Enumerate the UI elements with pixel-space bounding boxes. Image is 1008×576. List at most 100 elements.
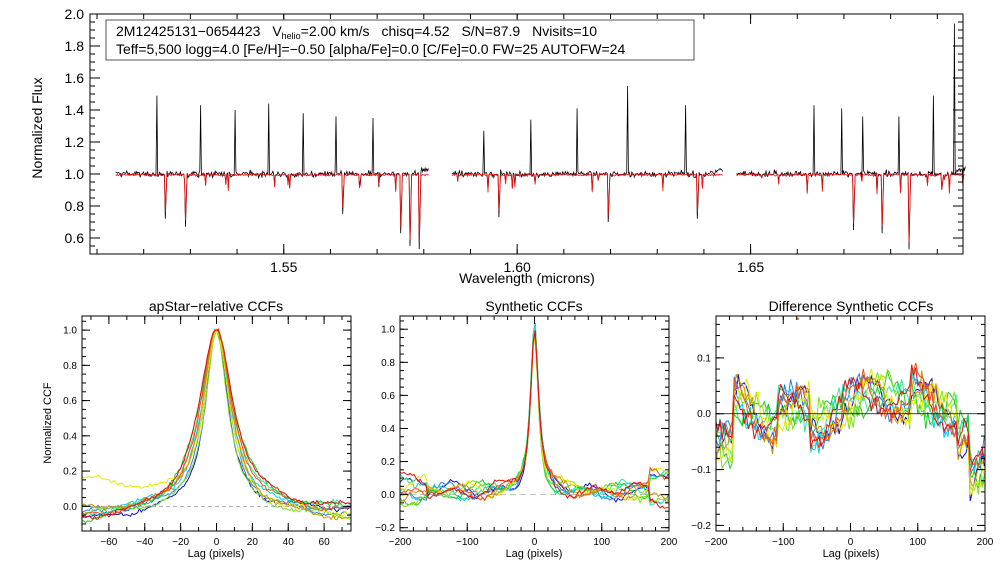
difference-ccf-line	[715, 372, 985, 476]
x-tick-label: 1.65	[737, 259, 764, 275]
y-tick-label: 0.4	[63, 431, 77, 442]
y-tick-label: 0.8	[65, 198, 85, 214]
apstar-ccf-line	[81, 329, 352, 519]
difference-traces	[715, 317, 985, 502]
apstar-x-label: Lag (pixels)	[188, 548, 245, 560]
x-tick-label: −200	[705, 537, 728, 548]
y-tick-label: 0.8	[63, 361, 77, 372]
synthetic-traces	[399, 322, 669, 509]
synthetic-ccf-line	[399, 336, 669, 506]
spectrum-panel: 1.55 1.60 1.65 0.6 0.8 1.0 1.2 1.4 1.6 1.8 2.0 2M1…	[29, 6, 966, 286]
header-line-1: 2M12425131−0654423 Vhelio=2.00 km/s chis…	[116, 23, 597, 41]
difference-ccf-line	[715, 362, 985, 473]
synthetic-spectrum-segment	[451, 173, 723, 216]
spectrum-traces	[115, 23, 966, 250]
apstar-y-label: Normalized CCF	[42, 382, 54, 464]
synthetic-ccf-line	[399, 336, 669, 504]
y-tick-label: 0.0	[63, 502, 77, 513]
x-tick-label: 60	[319, 537, 331, 548]
y-tick-label: 0.6	[65, 230, 85, 246]
synthetic-ccf-panel: Synthetic CCFs −200 −100 0 100 200 −0.2 0.0 0.2…	[375, 298, 678, 560]
y-tick-label: 0.0	[381, 490, 395, 501]
header-box	[105, 19, 695, 61]
chisq-value: chisq=4.52	[381, 23, 449, 39]
synthetic-ccf-line	[399, 330, 669, 509]
x-tick-label: −60	[100, 537, 117, 548]
synthetic-ccf-line	[399, 330, 669, 502]
y-tick-label: 0.0	[697, 409, 711, 420]
header-line-2: Teff=5,500 logg=4.0 [Fe/H]=−0.50 [alpha/…	[116, 41, 625, 57]
y-tick-label: −0.1	[691, 465, 711, 476]
y-tick-label: 0.8	[381, 358, 395, 369]
x-tick-label: 1.60	[504, 259, 531, 275]
y-tick-label: 0.1	[697, 353, 711, 364]
synthetic-frame	[399, 315, 670, 532]
apstar-ccf-line	[81, 329, 352, 520]
x-tick-label: 100	[593, 537, 610, 548]
spectrum-x-label: Wavelength (microns)	[459, 270, 595, 286]
observed-spectrum-segment	[736, 23, 966, 250]
apstar-ccf-line	[81, 329, 352, 517]
spectrum-axis-ticks: 1.55 1.60 1.65 0.6 0.8 1.0 1.2 1.4 1.6 1.8 2.0	[65, 6, 963, 275]
y-tick-label: −0.2	[691, 521, 711, 532]
y-tick-label: 0.4	[381, 424, 395, 435]
synthetic-spectrum-segment	[115, 172, 429, 243]
max-peak-marker	[796, 317, 800, 320]
synthetic-x-label: Lag (pixels)	[506, 548, 563, 560]
difference-ccf-line	[715, 364, 985, 466]
y-tick-label: 1.2	[65, 134, 85, 150]
synthetic-ccf-line	[399, 323, 669, 502]
x-tick-label: −200	[389, 537, 412, 548]
y-tick-label: −0.2	[375, 523, 395, 534]
apstar-title: apStar−relative CCFs	[149, 298, 283, 314]
x-tick-label: −100	[772, 537, 795, 548]
apstar-ccf-line	[81, 329, 352, 524]
apstar-ccf-line	[81, 329, 352, 518]
synthetic-axis-ticks: −200 −100 0 100 200 −0.2 0.0 0.2 0.4 0.6 0.8 1.0	[375, 316, 678, 548]
difference-ccf-panel: Difference Synthetic CCFs −200 −100 0 100 20…	[691, 298, 994, 560]
y-tick-label: 1.4	[65, 102, 85, 118]
vhelio-label: V	[272, 23, 282, 39]
y-tick-label: 2.0	[65, 6, 85, 22]
x-tick-label: 0	[214, 537, 220, 548]
vhelio-subscript: helio	[282, 31, 301, 41]
apstar-axis-ticks: −60 −40 −20 0 20 40 60 0.0 0.2 0.4 0.6 0.8 1.0	[63, 316, 351, 548]
y-tick-label: 0.6	[381, 391, 395, 402]
synthetic-ccf-line	[399, 326, 669, 506]
synthetic-title: Synthetic CCFs	[485, 298, 582, 314]
y-tick-label: 1.0	[63, 326, 77, 337]
apstar-ccf-line	[81, 328, 352, 517]
sn-value: S/N=87.9	[461, 23, 520, 39]
apstar-traces	[81, 327, 352, 524]
apstar-ccf-panel: apStar−relative CCFs −60 −40 −20 0 20 40 60 0.0…	[42, 298, 352, 560]
synthetic-ccf-line	[399, 339, 669, 508]
y-tick-label: 1.0	[381, 325, 395, 336]
y-tick-label: 0.2	[63, 467, 77, 478]
synthetic-ccf-line	[399, 334, 669, 503]
observed-spectrum-segment	[451, 85, 723, 223]
observed-spectrum-segment	[115, 95, 429, 250]
spectrum-y-label: Normalized Flux	[29, 77, 45, 178]
y-tick-label: 1.8	[65, 38, 85, 54]
difference-axis-ticks: −200 −100 0 100 200 −0.2 −0.1 0.0 0.1	[691, 316, 994, 548]
y-tick-label: 1.6	[65, 70, 85, 86]
x-tick-label: 100	[909, 537, 926, 548]
synthetic-spectrum-segment	[736, 173, 966, 243]
x-tick-label: 40	[283, 537, 295, 548]
synthetic-ccf-line	[399, 337, 669, 501]
star-id: 2M12425131−0654423	[116, 23, 261, 39]
apstar-ccf-line	[81, 327, 352, 516]
y-tick-label: 0.2	[381, 457, 395, 468]
synthetic-ccf-line	[399, 322, 669, 504]
difference-title: Difference Synthetic CCFs	[769, 298, 934, 314]
x-tick-label: −40	[136, 537, 153, 548]
apstar-ccf-line	[81, 329, 352, 521]
x-tick-label: 0	[532, 537, 538, 548]
x-tick-label: −20	[172, 537, 189, 548]
difference-x-label: Lag (pixels)	[823, 548, 880, 560]
y-tick-label: 1.0	[65, 166, 85, 182]
x-tick-label: 1.55	[270, 259, 297, 275]
vhelio-value: =2.00 km/s	[301, 23, 370, 39]
nvisits-value: Nvisits=10	[532, 23, 597, 39]
y-tick-label: 0.6	[63, 396, 77, 407]
